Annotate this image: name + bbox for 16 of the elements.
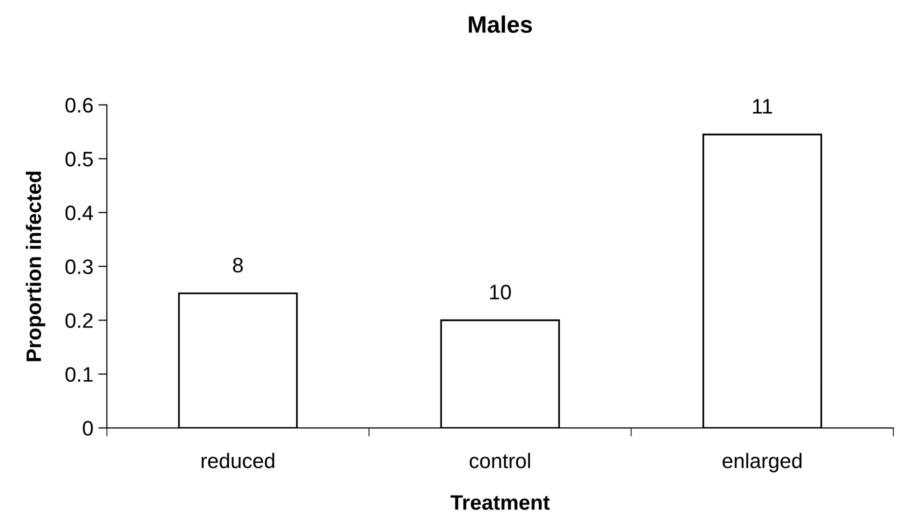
y-tick-label: 0.5 [65,152,93,166]
y-tick-label: 0.2 [65,313,93,328]
y-axis-title: Proportion infected [26,172,46,362]
y-tick-label: 0.4 [65,206,94,220]
x-tick-label: control [470,452,530,468]
chart-title: Males [468,16,532,33]
annotation: 10 [490,284,511,300]
x-tick-label: enlarged [722,452,802,472]
annotation: 8 [233,258,243,273]
y-tick-label: 0.6 [65,98,93,113]
x-tick-label: reduced [202,452,274,468]
y-tick-label: 0.1 [65,367,93,382]
y-tick-label: 0 [82,420,93,436]
annotation: 11 [753,99,772,114]
y-tick-label: 0.3 [65,259,93,274]
x-axis-title: Treatment [450,495,550,510]
